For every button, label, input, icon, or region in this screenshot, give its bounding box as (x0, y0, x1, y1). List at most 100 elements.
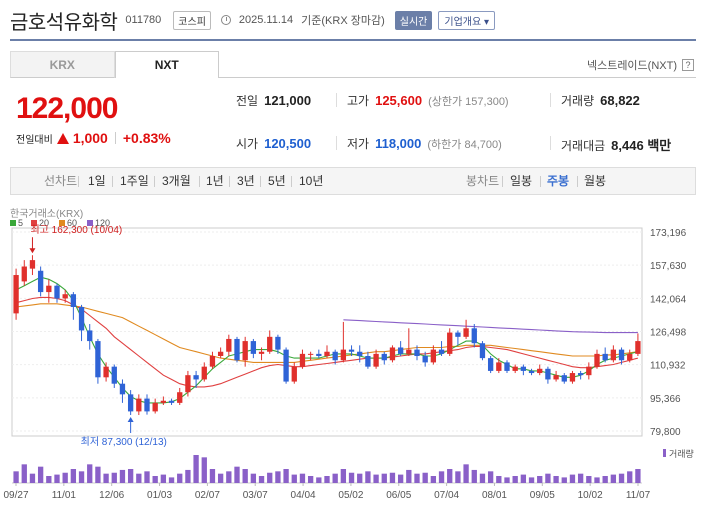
x-tick-label: 07/04 (434, 490, 459, 501)
volume-bar (512, 476, 518, 483)
period-5y[interactable]: 5년 (268, 174, 286, 188)
period-1d[interactable]: 1일 (88, 174, 106, 188)
volume-bar (610, 474, 617, 483)
candle-body (316, 353, 322, 356)
tab-krx[interactable]: KRX (10, 51, 115, 78)
y-tick-label: 142,064 (650, 294, 687, 305)
candle-body (13, 275, 19, 314)
volume-bar (561, 477, 567, 483)
company-info-dropdown[interactable]: 기업개요 ▾ (438, 10, 495, 30)
candle-body (111, 366, 117, 384)
period-1y[interactable]: 1년 (206, 174, 224, 188)
volume-bar (414, 473, 420, 483)
volume-bar (37, 466, 44, 483)
help-icon[interactable]: ? (682, 59, 694, 71)
x-tick-label: 09/27 (3, 490, 28, 501)
candle-body (397, 347, 404, 354)
volume-bar (87, 464, 93, 483)
x-tick-label: 04/04 (291, 490, 316, 501)
period-divider (540, 176, 541, 187)
candle-body (95, 341, 101, 378)
volume-bar (46, 476, 52, 483)
candle-body (471, 328, 477, 344)
volume-bar (569, 474, 576, 483)
candle-body (177, 392, 183, 403)
period-divider (78, 176, 79, 187)
candle-body (430, 349, 437, 363)
tab-nxt[interactable]: NXT (114, 51, 219, 78)
candle-body (414, 349, 420, 356)
period-3y[interactable]: 3년 (237, 174, 255, 188)
period-divider (199, 176, 200, 187)
x-tick-label: 09/05 (530, 490, 555, 501)
candle-body (250, 341, 257, 354)
candle-body (389, 347, 396, 361)
ma5-line (15, 276, 639, 404)
x-tick-label: 02/07 (195, 490, 220, 501)
period-3m[interactable]: 3개월 (162, 174, 191, 188)
price-chart[interactable]: 173,196 157,630 142,064 126,498 110,932 95,36… (0, 200, 706, 516)
x-tick-label: 03/07 (243, 490, 268, 501)
volume-bar (250, 473, 257, 483)
candle-monthly[interactable]: 월봉 (584, 174, 607, 188)
period-1w[interactable]: 1주일 (120, 174, 149, 188)
volume-bar (275, 471, 281, 483)
stat-high-label: 고가 (347, 94, 370, 108)
candle-body (512, 366, 518, 371)
x-tick-label: 10/02 (578, 490, 603, 501)
candle-body (406, 349, 412, 354)
volume-bar (627, 471, 633, 483)
realtime-button[interactable]: 실시간 (394, 10, 433, 30)
volume-bar (103, 473, 109, 483)
candle-body (201, 366, 207, 380)
volume-bar (577, 473, 584, 483)
volume-bar (267, 472, 273, 483)
candle-daily[interactable]: 일봉 (510, 174, 533, 188)
y-tick-label: 95,366 (650, 394, 681, 405)
volume-label: 거래량 (669, 448, 694, 459)
candle-body (70, 294, 77, 307)
candle-body (545, 368, 551, 380)
volume-bar (62, 472, 68, 483)
candle-body (168, 400, 175, 403)
volume-bar (537, 476, 543, 483)
candle-body (504, 362, 510, 371)
candle-body (78, 306, 85, 331)
volume-bar (406, 469, 412, 483)
candle-body (340, 349, 347, 361)
candle-body (553, 375, 559, 380)
volume-bar (373, 474, 379, 483)
volume-bar (635, 469, 641, 483)
current-price: 122,000 (16, 92, 118, 125)
volume-bar (520, 474, 527, 483)
candle-body (119, 383, 126, 395)
stat-amount-value: 8,446 백만 (611, 138, 672, 153)
candle-body (299, 353, 306, 367)
volume-bar (144, 471, 150, 483)
candle-body (217, 351, 224, 356)
candle-body (586, 366, 592, 376)
volume-bar (487, 471, 494, 483)
period-10y[interactable]: 10년 (299, 174, 324, 188)
volume-bar (291, 474, 297, 483)
stat-open: 시가 120,500 (236, 135, 311, 152)
y-tick-label: 173,196 (650, 228, 687, 239)
candle-body (627, 353, 633, 361)
volume-bar (217, 473, 224, 483)
candle-body (496, 362, 502, 371)
quote-basis: 기준(KRX 장마감) (301, 15, 385, 27)
candle-body (37, 270, 44, 293)
volume-bar (185, 469, 191, 483)
candle-weekly[interactable]: 주봉 (547, 174, 570, 188)
stat-divider (550, 136, 551, 150)
candle-body (144, 398, 150, 412)
legend-swatch (10, 220, 16, 226)
volume-bar (618, 473, 625, 483)
volume-bar (397, 474, 404, 483)
volume-bar (242, 469, 248, 483)
candle-body (160, 400, 167, 403)
candle-body (610, 349, 617, 361)
candle-body (332, 351, 338, 361)
candle-body (46, 285, 52, 293)
chart-source-label: 한국거래소(KRX) (10, 208, 83, 220)
